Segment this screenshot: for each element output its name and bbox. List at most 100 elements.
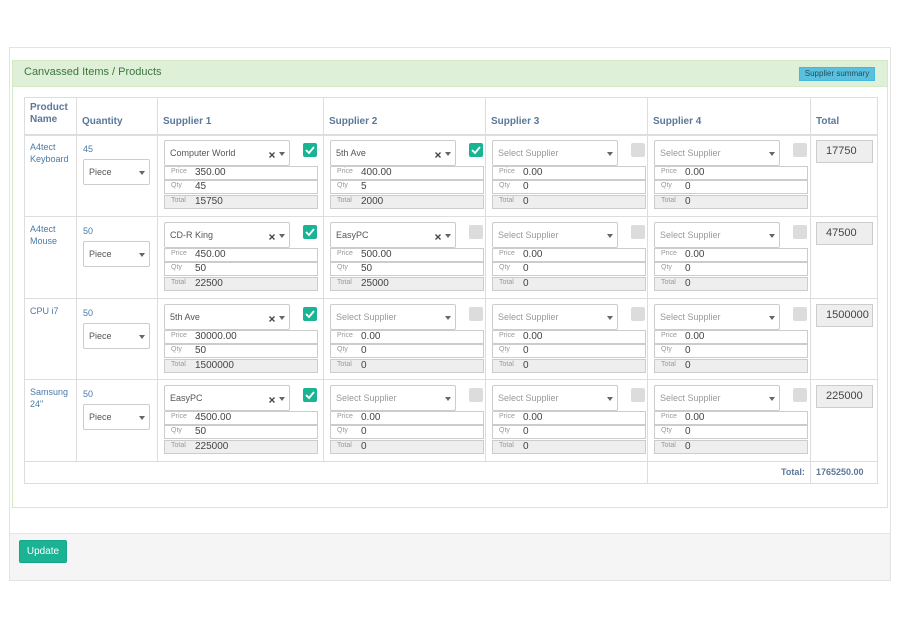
input-value: 450.00 xyxy=(195,249,226,260)
input[interactable] xyxy=(330,425,484,439)
select[interactable] xyxy=(654,140,780,166)
input[interactable] xyxy=(492,180,646,194)
checkbox[interactable] xyxy=(469,225,483,239)
input-value: 0.00 xyxy=(685,331,705,342)
checkbox[interactable] xyxy=(303,225,317,239)
checkbox[interactable] xyxy=(793,143,807,157)
summary-button[interactable]: Supplier summary xyxy=(799,67,875,81)
select[interactable] xyxy=(492,385,618,411)
input-value: 0.00 xyxy=(523,331,543,342)
input[interactable] xyxy=(164,411,318,425)
checkbox[interactable] xyxy=(303,307,317,321)
select[interactable] xyxy=(164,140,290,166)
input-value: 0 xyxy=(685,441,691,452)
caret xyxy=(139,253,145,257)
input-label: Price xyxy=(171,168,187,175)
clear-icon[interactable] xyxy=(269,314,275,322)
row-total: 17750 xyxy=(816,140,873,163)
input[interactable] xyxy=(654,330,808,344)
col-border xyxy=(810,97,811,484)
input[interactable] xyxy=(330,411,484,425)
input-value: 0.00 xyxy=(361,412,381,423)
clear-icon[interactable] xyxy=(269,150,275,158)
input-label: Price xyxy=(337,332,353,339)
input[interactable] xyxy=(330,180,484,194)
input[interactable] xyxy=(654,411,808,425)
input[interactable] xyxy=(654,262,808,276)
clear-icon[interactable] xyxy=(269,232,275,240)
input-label: Qty xyxy=(171,427,182,434)
col-border xyxy=(647,97,648,461)
select[interactable] xyxy=(164,304,290,330)
select[interactable] xyxy=(330,140,456,166)
checkbox[interactable] xyxy=(631,388,645,402)
select[interactable] xyxy=(164,385,290,411)
input[interactable] xyxy=(492,344,646,358)
input[interactable] xyxy=(164,248,318,262)
input[interactable] xyxy=(164,425,318,439)
select[interactable] xyxy=(654,222,780,248)
input[interactable] xyxy=(654,344,808,358)
clear-icon[interactable] xyxy=(435,150,441,158)
select[interactable] xyxy=(164,222,290,248)
checkbox[interactable] xyxy=(303,143,317,157)
select[interactable] xyxy=(83,159,150,185)
select[interactable] xyxy=(330,304,456,330)
select[interactable] xyxy=(83,241,150,267)
input[interactable] xyxy=(330,262,484,276)
input[interactable] xyxy=(492,166,646,180)
checkbox[interactable] xyxy=(469,143,483,157)
input[interactable] xyxy=(654,425,808,439)
input[interactable] xyxy=(492,330,646,344)
input[interactable] xyxy=(492,248,646,262)
grand-total: 1765250.00 xyxy=(816,467,864,477)
input-label: Price xyxy=(171,250,187,257)
input-value: 0 xyxy=(361,360,367,371)
update-button[interactable]: Update xyxy=(19,540,67,563)
checkbox[interactable] xyxy=(793,225,807,239)
input[interactable] xyxy=(164,344,318,358)
input-label: Price xyxy=(499,168,515,175)
input-value: 22500 xyxy=(195,278,223,289)
input[interactable] xyxy=(654,180,808,194)
checkbox[interactable] xyxy=(793,307,807,321)
select[interactable] xyxy=(492,222,618,248)
input[interactable] xyxy=(164,166,318,180)
input-value: 0 xyxy=(523,360,529,371)
select[interactable] xyxy=(83,404,150,430)
checkbox[interactable] xyxy=(631,143,645,157)
input[interactable] xyxy=(164,330,318,344)
select[interactable] xyxy=(330,385,456,411)
input[interactable] xyxy=(492,425,646,439)
input[interactable] xyxy=(492,262,646,276)
input[interactable] xyxy=(654,248,808,262)
select[interactable] xyxy=(330,222,456,248)
checkbox[interactable] xyxy=(631,307,645,321)
caret xyxy=(279,316,285,320)
select[interactable] xyxy=(654,385,780,411)
checkbox[interactable] xyxy=(631,225,645,239)
checkbox[interactable] xyxy=(469,388,483,402)
clear-icon[interactable] xyxy=(269,395,275,403)
input-value: 0 xyxy=(523,196,529,207)
checkbox[interactable] xyxy=(303,388,317,402)
checkbox[interactable] xyxy=(793,388,807,402)
checkbox[interactable] xyxy=(469,307,483,321)
input[interactable] xyxy=(654,166,808,180)
select[interactable] xyxy=(654,304,780,330)
select[interactable] xyxy=(492,140,618,166)
input[interactable] xyxy=(330,166,484,180)
input[interactable] xyxy=(164,180,318,194)
select[interactable] xyxy=(492,304,618,330)
input[interactable] xyxy=(330,344,484,358)
input-label: Price xyxy=(337,413,353,420)
input[interactable] xyxy=(330,330,484,344)
select-text: Select Supplier xyxy=(498,148,559,158)
input[interactable] xyxy=(492,411,646,425)
input[interactable] xyxy=(330,248,484,262)
select[interactable] xyxy=(83,323,150,349)
clear-icon[interactable] xyxy=(435,232,441,240)
input[interactable] xyxy=(164,262,318,276)
input-value: 0 xyxy=(685,345,691,356)
